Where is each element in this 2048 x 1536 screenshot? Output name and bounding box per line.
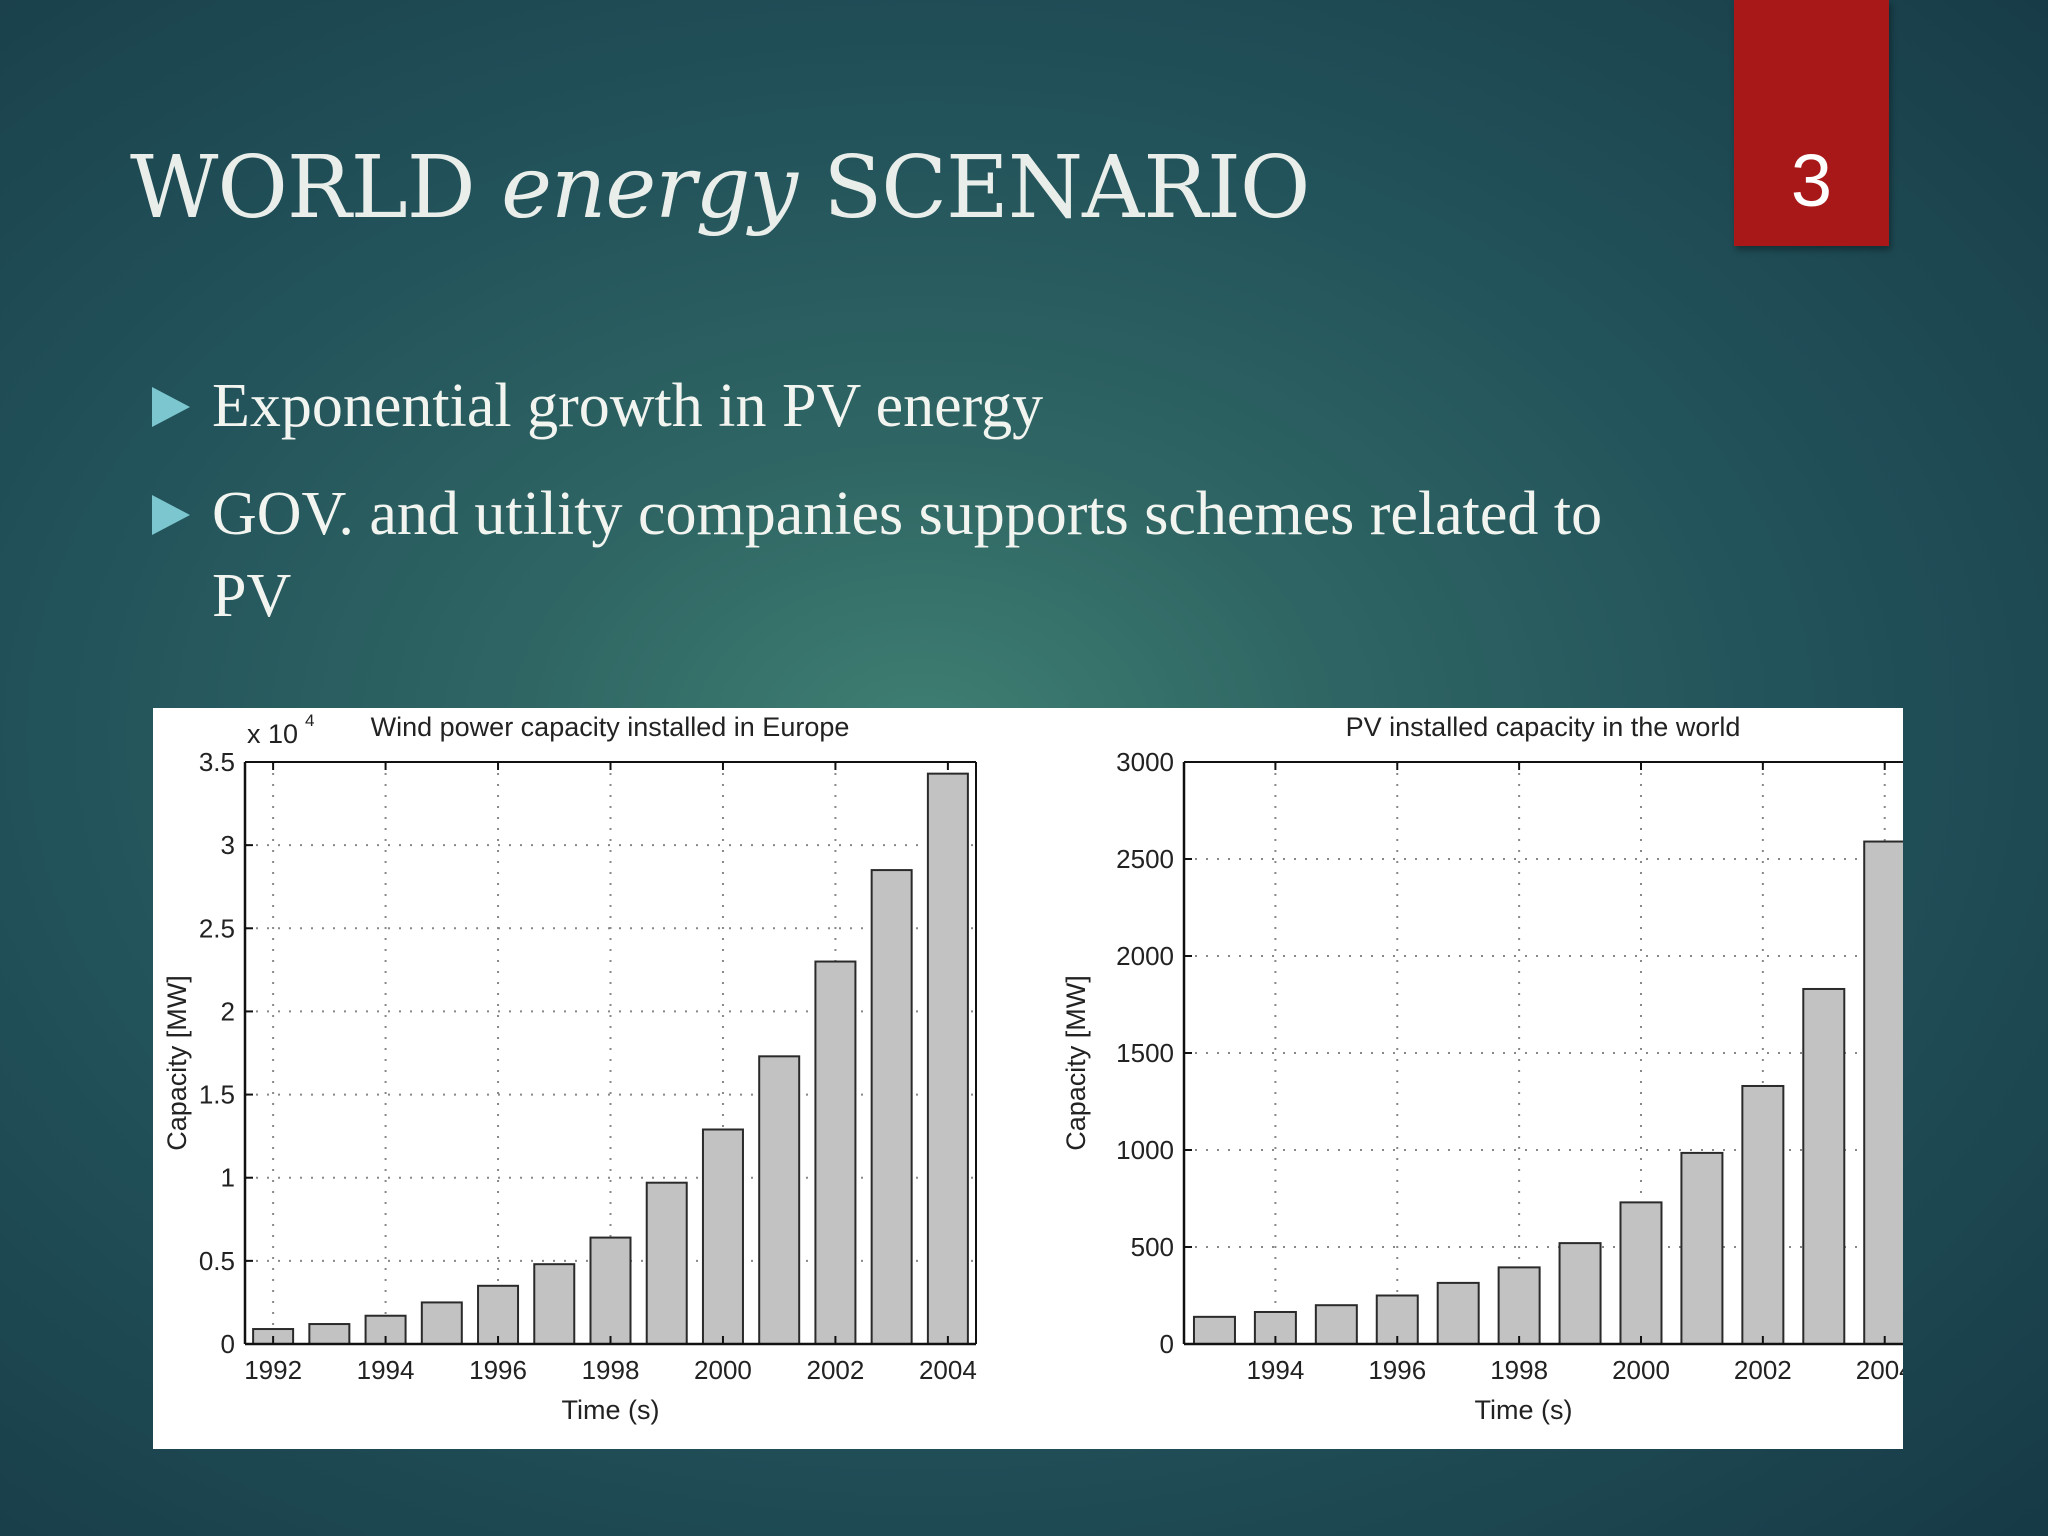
chart-title: PV installed capacity in the world: [1346, 712, 1741, 742]
x-tick-label: 1996: [1368, 1355, 1426, 1385]
chart-bar: [1863, 840, 1903, 1345]
chart-bar: [1558, 1242, 1602, 1345]
y-tick-label: 0.5: [199, 1246, 235, 1276]
chart-title: Wind power capacity installed in Europe: [371, 712, 850, 742]
x-tick-label: 2002: [1734, 1355, 1792, 1385]
x-tick-label: 1996: [469, 1355, 527, 1385]
y-tick-label: 3000: [1116, 747, 1174, 777]
chart-bar: [420, 1301, 463, 1346]
chart-bar: [1802, 987, 1846, 1345]
chart-bar: [1497, 1266, 1541, 1345]
x-tick-label: 1994: [1246, 1355, 1304, 1385]
chart-bar: [1253, 1310, 1297, 1345]
chart-bar: [814, 960, 857, 1346]
y-tick-label: 2000: [1116, 941, 1174, 971]
chart-bar: [308, 1323, 351, 1346]
y-multiplier-exponent: 4: [305, 711, 314, 730]
y-tick-label: 0: [221, 1329, 235, 1359]
slide-title: WORLD energy SCENARIO: [130, 138, 1310, 238]
page-number-badge: 3: [1734, 0, 1889, 246]
chart-bar: [1619, 1201, 1663, 1345]
chart-bar: [533, 1263, 576, 1346]
chart-figure: 0 0.5 1 1.5 2 2.5 3 3.5 1992 1994 1996 1998 2000 2002…: [153, 708, 1903, 1449]
x-tick-label: 1998: [1490, 1355, 1548, 1385]
chart-bar: [1314, 1304, 1358, 1346]
y-tick-label: 2: [221, 996, 235, 1026]
bullet-text: GOV. and utility companies supports sche…: [212, 480, 1603, 630]
x-tick-label: 1998: [582, 1355, 640, 1385]
title-part-2: energy: [501, 138, 798, 238]
chart-bar: [589, 1236, 632, 1346]
chart-bar: [1192, 1315, 1236, 1346]
chart-bar: [870, 869, 913, 1345]
y-tick-label: 500: [1131, 1232, 1174, 1262]
bullet-item: GOV. and utility companies supports sche…: [150, 473, 1650, 637]
y-tick-label: 2500: [1116, 844, 1174, 874]
x-axis-label: Time (s): [1475, 1395, 1573, 1425]
bullet-text: Exponential growth in PV energy: [212, 372, 1044, 440]
chart-bar: [477, 1284, 520, 1345]
x-axis-label: Time (s): [562, 1395, 660, 1425]
chart-bar: [1436, 1281, 1480, 1346]
bullet-list: Exponential growth in PV energy GOV. and…: [150, 365, 1650, 663]
y-tick-label: 3: [221, 830, 235, 860]
x-tick-label: 1994: [357, 1355, 415, 1385]
y-tick-label: 0: [1160, 1329, 1174, 1359]
chart-bar: [1680, 1151, 1724, 1345]
bullet-item: Exponential growth in PV energy: [150, 365, 1650, 447]
x-tick-label: 2000: [694, 1355, 752, 1385]
chart-bar: [1741, 1084, 1785, 1345]
y-tick-label: 1500: [1116, 1038, 1174, 1068]
y-tick-label: 1.5: [199, 1080, 235, 1110]
x-tick-label: 2002: [807, 1355, 865, 1385]
x-tick-label: 1992: [244, 1355, 302, 1385]
y-tick-label: 1: [221, 1163, 235, 1193]
y-axis-label: Capacity [MW]: [162, 975, 192, 1151]
chart-bar: [758, 1055, 801, 1345]
chart-bar: [926, 772, 969, 1345]
x-tick-label: 2000: [1612, 1355, 1670, 1385]
y-tick-label: 3.5: [199, 747, 235, 777]
x-tick-label: 2004: [1856, 1355, 1903, 1385]
title-part-1: WORLD: [130, 138, 502, 238]
x-tick-label: 2004: [919, 1355, 977, 1385]
chart-bar: [645, 1181, 688, 1345]
y-axis-label: Capacity [MW]: [1061, 975, 1091, 1151]
chart-canvas: 0 0.5 1 1.5 2 2.5 3 3.5 1992 1994 1996 1998 2000 2002…: [162, 711, 1903, 1425]
y-tick-label: 1000: [1116, 1135, 1174, 1165]
chart-bar: [701, 1128, 744, 1345]
title-part-3: SCENARIO: [797, 138, 1310, 238]
y-multiplier-label: x 10: [247, 719, 298, 749]
bullet-arrow-icon: [152, 387, 190, 427]
chart-bar: [1375, 1294, 1419, 1345]
bullet-arrow-icon: [152, 495, 190, 535]
y-tick-label: 2.5: [199, 913, 235, 943]
